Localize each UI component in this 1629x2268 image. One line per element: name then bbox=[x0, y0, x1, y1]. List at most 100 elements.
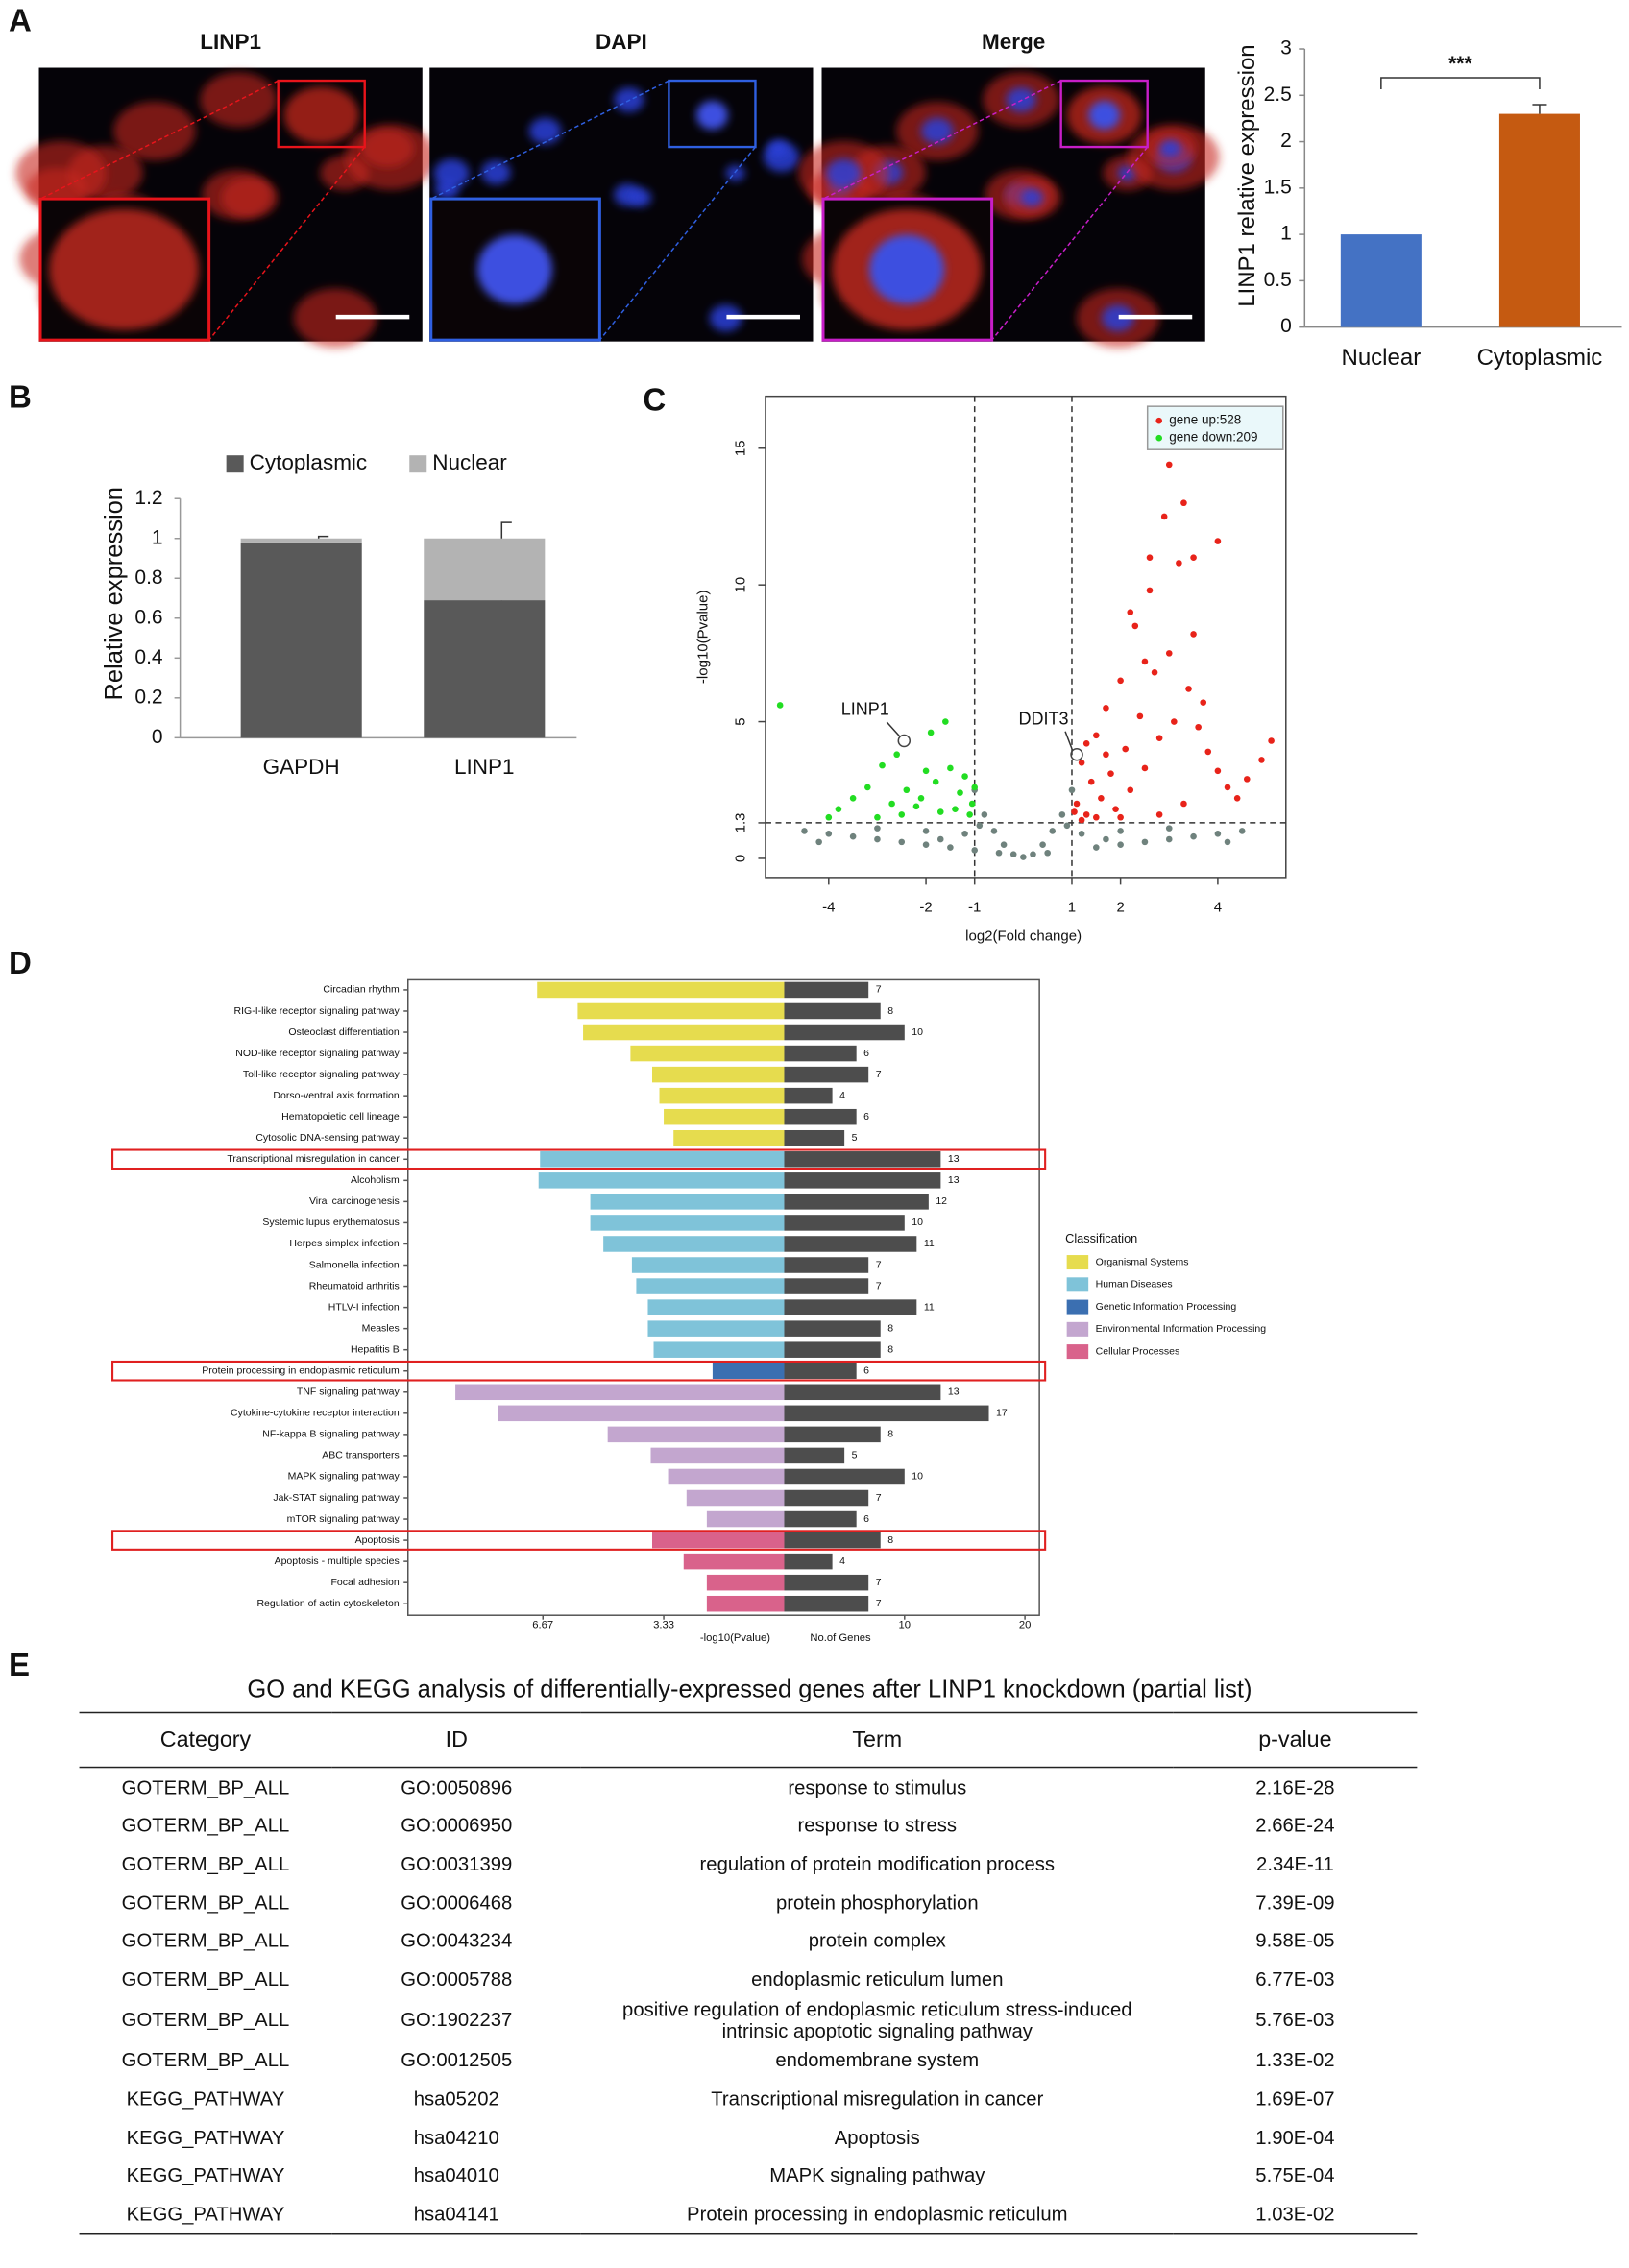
nucleus bbox=[1021, 188, 1044, 207]
legend-label: Genetic Information Processing bbox=[1096, 1301, 1237, 1313]
table-cell: GOTERM_BP_ALL bbox=[121, 2049, 290, 2071]
gene-count-label: 6 bbox=[863, 1048, 869, 1059]
zoom-line bbox=[208, 146, 366, 341]
gene-count-label: 4 bbox=[839, 1090, 845, 1101]
point bbox=[1058, 811, 1066, 818]
table-row: GOTERM_BP_ALL GO:0050896 response to stimu… bbox=[80, 1768, 1418, 1807]
point bbox=[961, 831, 968, 837]
point bbox=[874, 813, 881, 821]
gene-count-label: 11 bbox=[924, 1301, 935, 1313]
table-cell: MAPK signaling pathway bbox=[769, 2164, 985, 2186]
nucleus bbox=[825, 158, 863, 188]
table-cell: 1.33E-02 bbox=[1255, 2049, 1335, 2071]
pvalue-bar bbox=[603, 1236, 785, 1252]
table-row: GOTERM_BP_ALL GO:0012505 endomembrane syst… bbox=[80, 2041, 1418, 2080]
legend-swatch bbox=[1066, 1299, 1089, 1315]
y-tick-label: 0.8 bbox=[134, 567, 162, 589]
point bbox=[1190, 554, 1197, 561]
row-label: Regulation of actin cytoskeleton bbox=[256, 1598, 399, 1609]
table-cell: Apoptosis bbox=[834, 2126, 920, 2148]
point bbox=[1030, 851, 1036, 857]
row-label: Cytosolic DNA-sensing pathway bbox=[255, 1132, 400, 1144]
y-tick-label: 0.2 bbox=[134, 686, 162, 708]
column-header: Term bbox=[581, 1711, 1174, 1769]
row-label: Circadian rhythm bbox=[323, 984, 400, 996]
point bbox=[776, 702, 784, 709]
point bbox=[1009, 851, 1017, 857]
zoom-box bbox=[1059, 79, 1149, 149]
pvalue-bar bbox=[590, 1194, 785, 1210]
gene-count-bar bbox=[784, 1108, 857, 1125]
nucleus bbox=[433, 158, 470, 188]
table-cell: GOTERM_BP_ALL bbox=[121, 1891, 290, 1914]
zoom-line bbox=[430, 80, 669, 200]
x-tick-label: 6.67 bbox=[532, 1620, 553, 1631]
gene-count-label: 12 bbox=[936, 1195, 947, 1207]
table-row: GOTERM_BP_ALL GO:0005788 endoplasmic retic… bbox=[80, 1960, 1418, 1998]
highlight-point bbox=[1070, 747, 1083, 761]
row-label: Hematopoietic cell lineage bbox=[281, 1111, 400, 1122]
point bbox=[1122, 745, 1129, 753]
point bbox=[1117, 841, 1124, 849]
x-tick-label: 3.33 bbox=[653, 1620, 674, 1631]
point bbox=[1093, 813, 1100, 821]
cell bbox=[293, 288, 377, 349]
point bbox=[968, 800, 976, 808]
table-cell: Transcriptional misregulation in cancer bbox=[711, 2087, 1044, 2110]
row-label: Measles bbox=[362, 1322, 400, 1334]
y-tick-label: 0.6 bbox=[134, 606, 162, 628]
panel-label: E bbox=[9, 1647, 30, 1682]
y-tick-label: 0.4 bbox=[134, 646, 163, 668]
x-tick-label: 20 bbox=[1019, 1620, 1032, 1631]
point bbox=[1063, 822, 1071, 830]
y-tick-label: 1 bbox=[1280, 223, 1292, 245]
table-row: GOTERM_BP_ALL GO:1902237 positive regulati… bbox=[80, 1998, 1418, 2041]
plot-frame bbox=[765, 395, 1287, 879]
highlight-point bbox=[897, 734, 912, 748]
legend-label: Environmental Information Processing bbox=[1096, 1323, 1267, 1335]
gene-count-label: 5 bbox=[852, 1450, 858, 1461]
gene-count-bar bbox=[784, 1299, 917, 1315]
zoom-line bbox=[991, 146, 1149, 341]
table-cell: KEGG_PATHWAY bbox=[126, 2164, 285, 2186]
table-row: KEGG_PATHWAY hsa04210 Apoptosis 1.90E-04 bbox=[80, 2118, 1418, 2157]
pvalue-bar bbox=[651, 1532, 785, 1549]
gene-count-label: 10 bbox=[912, 1217, 923, 1228]
row-label: Systemic lupus erythematosus bbox=[262, 1217, 399, 1228]
point bbox=[1078, 831, 1085, 837]
point bbox=[903, 786, 911, 794]
point bbox=[1195, 723, 1202, 731]
table-cell: KEGG_PATHWAY bbox=[126, 2126, 285, 2148]
point bbox=[1146, 554, 1154, 561]
legend-label: Organismal Systems bbox=[1096, 1256, 1189, 1267]
table: Category ID Term p-value GOTERM_BP_ALL GO:005… bbox=[79, 1711, 1418, 2234]
point bbox=[1151, 669, 1158, 676]
point bbox=[1233, 794, 1241, 802]
pvalue-bar bbox=[498, 1405, 785, 1422]
point bbox=[1082, 811, 1090, 818]
table-cell: response to stress bbox=[797, 1814, 958, 1837]
point bbox=[874, 835, 881, 843]
bar-segment bbox=[424, 538, 546, 601]
gene-count-label: 17 bbox=[996, 1408, 1008, 1419]
header-row: Category ID Term p-value bbox=[79, 1711, 1418, 1769]
gene-count-bar bbox=[784, 1489, 869, 1507]
error-bar bbox=[500, 521, 512, 539]
cell bbox=[113, 101, 196, 160]
micrograph: LINP1 bbox=[15, 30, 437, 349]
point bbox=[1190, 631, 1197, 638]
point bbox=[1155, 735, 1163, 741]
nucleus bbox=[725, 165, 745, 181]
nucleus bbox=[921, 117, 954, 145]
x-tick-label: 4 bbox=[1214, 899, 1222, 915]
pvalue-bar bbox=[647, 1299, 785, 1315]
gene-count-bar bbox=[784, 1045, 857, 1062]
pvalue-bar bbox=[630, 1045, 785, 1062]
gene-count-bar bbox=[784, 1595, 869, 1612]
gene-count-bar bbox=[784, 1363, 857, 1379]
row-label: TNF signaling pathway bbox=[297, 1387, 401, 1398]
micrograph: Merge bbox=[798, 30, 1220, 349]
point bbox=[947, 844, 954, 851]
pvalue-bar bbox=[577, 1002, 785, 1020]
